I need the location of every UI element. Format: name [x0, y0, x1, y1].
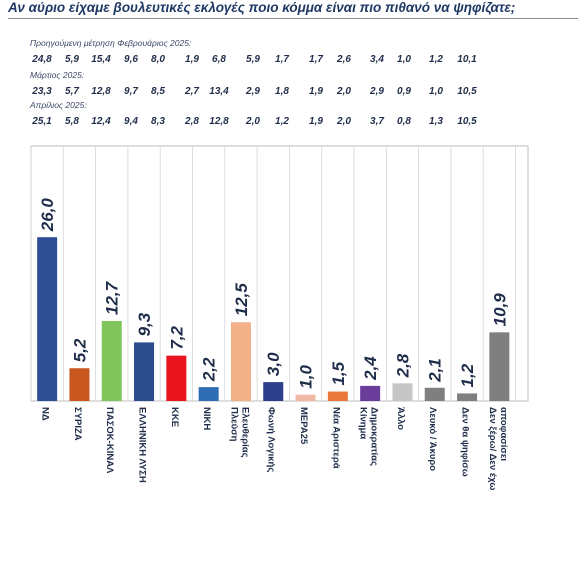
previous-measurement-label: Μάρτιος 2025:	[30, 70, 85, 80]
category-label: Φωνή Λογικής	[266, 407, 277, 472]
previous-measurement-label: Απρίλιος 2025:	[30, 100, 87, 110]
previous-measurement-value: 5,7	[65, 86, 79, 97]
previous-measurement-value: 2,6	[337, 54, 351, 65]
previous-measurement-value: 24,8	[32, 54, 52, 65]
bar-value-label: 1,5	[329, 361, 348, 385]
bar-value-label: 9,3	[135, 312, 154, 336]
previous-measurement-value: 25,1	[32, 116, 52, 127]
category-label: ΝΙΚΗ	[201, 407, 212, 430]
previous-measurement-value: 3,7	[370, 116, 384, 127]
previous-measurement-value: 12,8	[91, 86, 111, 97]
category-label: αποφασίσει	[498, 407, 509, 461]
bar	[37, 237, 58, 401]
bar	[69, 368, 90, 401]
bar-value-label: 1,2	[458, 363, 477, 387]
previous-measurement-value: 2,9	[370, 86, 384, 97]
previous-measurement-value: 15,4	[91, 54, 111, 65]
bar-value-label: 26,0	[38, 198, 57, 233]
bar-value-label: 2,2	[200, 357, 219, 382]
previous-measurement-value: 5,9	[65, 54, 79, 65]
category-label: Νέα Αριστερά	[330, 407, 341, 469]
previous-measurement-value: 10,5	[457, 86, 477, 97]
previous-measurement-value: 8,3	[151, 116, 165, 127]
previous-measurement-value: 1,7	[309, 54, 323, 65]
category-label: ΝΔ	[40, 407, 51, 421]
bar	[263, 382, 284, 401]
previous-measurement-value: 0,8	[397, 116, 411, 127]
previous-measurement-value: 1,3	[429, 116, 443, 127]
category-label: Δεν θα ψηφίσω	[460, 407, 471, 477]
category-label: Πλεύση	[228, 407, 239, 442]
bar	[295, 394, 316, 401]
previous-measurement-value: 0,9	[397, 86, 411, 97]
previous-measurement-value: 8,5	[151, 86, 165, 97]
bar-value-label: 5,2	[70, 338, 89, 362]
previous-measurement-value: 2,0	[337, 86, 351, 97]
category-label: ΣΥΡΙΖΑ	[72, 407, 83, 441]
bar-value-label: 12,5	[232, 283, 251, 317]
category-label: Λευκό / Άκυρο	[427, 407, 438, 471]
previous-measurement-value: 1,9	[309, 116, 323, 127]
previous-measurement-value: 1,8	[275, 86, 289, 97]
previous-measurement-value: 2,8	[185, 116, 199, 127]
bar	[457, 393, 478, 401]
previous-measurement-value: 1,7	[275, 54, 289, 65]
previous-measurement-value: 9,6	[124, 54, 138, 65]
bar	[134, 342, 155, 401]
previous-measurement-value: 13,4	[209, 86, 229, 97]
previous-measurement-value: 1,9	[309, 86, 323, 97]
previous-measurement-value: 1,2	[429, 54, 443, 65]
bar	[230, 322, 251, 401]
bar-value-label: 2,1	[426, 358, 445, 383]
category-label: Δημοκρατίας	[369, 407, 380, 466]
previous-measurement-value: 2,7	[185, 86, 199, 97]
bar	[327, 391, 348, 401]
category-label: Ελευθερίας	[239, 407, 250, 458]
chart-title: Αν αύριο είχαμε βουλευτικές εκλογές ποιο…	[8, 0, 578, 19]
previous-measurement-value: 2,0	[246, 116, 260, 127]
previous-measurement-value: 23,3	[32, 86, 52, 97]
bar-value-label: 1,0	[297, 365, 316, 389]
bar-value-label: 2,8	[393, 353, 412, 378]
previous-measurement-value: 12,4	[91, 116, 111, 127]
category-label: ΜΕΡΑ25	[298, 407, 309, 445]
bar	[424, 387, 445, 401]
bar	[392, 383, 413, 401]
category-label: ΠΑΣΟΚ-ΚΙΝΑΛ	[104, 407, 115, 474]
bar	[166, 355, 187, 401]
category-label: Δεν ξέρω/ Δεν έχω	[487, 407, 498, 490]
previous-measurement-value: 5,9	[246, 54, 260, 65]
bar-value-label: 7,2	[167, 325, 186, 349]
bar-value-label: 2,4	[361, 356, 380, 381]
previous-measurement-value: 2,9	[246, 86, 260, 97]
previous-measurement-value: 10,5	[457, 116, 477, 127]
previous-measurement-value: 8,0	[151, 54, 165, 65]
previous-measurement-value: 10,1	[457, 54, 477, 65]
previous-measurement-value: 9,4	[124, 116, 138, 127]
previous-measurement-value: 1,0	[397, 54, 411, 65]
previous-measurement-value: 1,2	[275, 116, 289, 127]
previous-measurement-value: 6,8	[212, 54, 226, 65]
previous-measurement-value: 3,4	[370, 54, 384, 65]
bar	[198, 387, 219, 401]
bar-value-label: 10,9	[490, 293, 509, 327]
category-label: ΚΚΕ	[169, 407, 180, 427]
previous-measurement-value: 9,7	[124, 86, 138, 97]
category-label: Κίνημα	[358, 407, 369, 439]
previous-measurement-value: 2,0	[337, 116, 351, 127]
category-label: ΕΛΛΗΝΙΚΗ ΛΥΣΗ	[137, 407, 148, 483]
previous-measurement-value: 5,8	[65, 116, 79, 127]
previous-measurement-value: 12,8	[209, 116, 229, 127]
previous-measurement-label: Προηγούμενη μέτρηση Φεβρουάριος 2025:	[30, 38, 192, 48]
bar-value-label: 12,7	[103, 280, 122, 315]
bar	[489, 332, 510, 401]
bar-value-label: 3,0	[264, 352, 283, 376]
previous-measurement-value: 1,0	[429, 86, 443, 97]
category-label: Άλλο	[395, 407, 406, 430]
bar	[101, 320, 122, 401]
bar	[360, 385, 381, 401]
previous-measurement-value: 1,9	[185, 54, 199, 65]
